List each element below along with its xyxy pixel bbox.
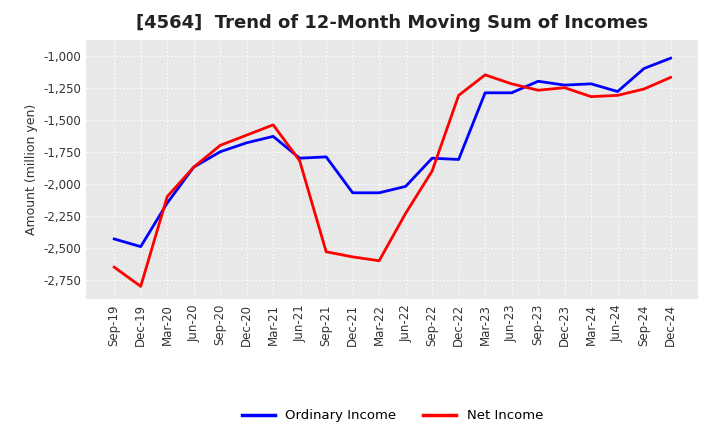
Net Income [348,254,357,260]
Net Income [216,143,225,148]
Net Income [613,93,622,98]
Net Income [375,258,384,264]
Net Income [481,72,490,77]
Line: Ordinary Income: Ordinary Income [114,58,670,247]
Net Income [454,93,463,98]
Net Income [189,165,198,170]
Ordinary Income [110,236,119,242]
Net Income [269,122,277,128]
Net Income [534,88,542,93]
Ordinary Income [348,190,357,195]
Line: Net Income: Net Income [114,75,670,286]
Net Income [508,81,516,87]
Ordinary Income [666,55,675,61]
Ordinary Income [587,81,595,87]
Ordinary Income [428,156,436,161]
Net Income [322,249,330,254]
Ordinary Income [216,149,225,154]
Ordinary Income [454,157,463,162]
Ordinary Income [640,66,649,71]
Net Income [110,264,119,270]
Net Income [428,169,436,174]
Ordinary Income [534,79,542,84]
Net Income [560,85,569,90]
Ordinary Income [322,154,330,160]
Net Income [295,158,304,163]
Net Income [163,194,171,199]
Net Income [136,284,145,289]
Title: [4564]  Trend of 12-Month Moving Sum of Incomes: [4564] Trend of 12-Month Moving Sum of I… [136,15,649,33]
Ordinary Income [481,90,490,95]
Net Income [401,211,410,216]
Ordinary Income [163,200,171,205]
Ordinary Income [136,244,145,249]
Ordinary Income [508,90,516,95]
Ordinary Income [560,82,569,88]
Ordinary Income [401,184,410,189]
Ordinary Income [269,134,277,139]
Ordinary Income [243,140,251,146]
Ordinary Income [613,89,622,94]
Ordinary Income [295,156,304,161]
Net Income [587,94,595,99]
Net Income [640,86,649,92]
Ordinary Income [189,165,198,170]
Y-axis label: Amount (million yen): Amount (million yen) [25,104,38,235]
Net Income [243,132,251,138]
Net Income [666,75,675,80]
Ordinary Income [375,190,384,195]
Legend: Ordinary Income, Net Income: Ordinary Income, Net Income [237,404,548,428]
